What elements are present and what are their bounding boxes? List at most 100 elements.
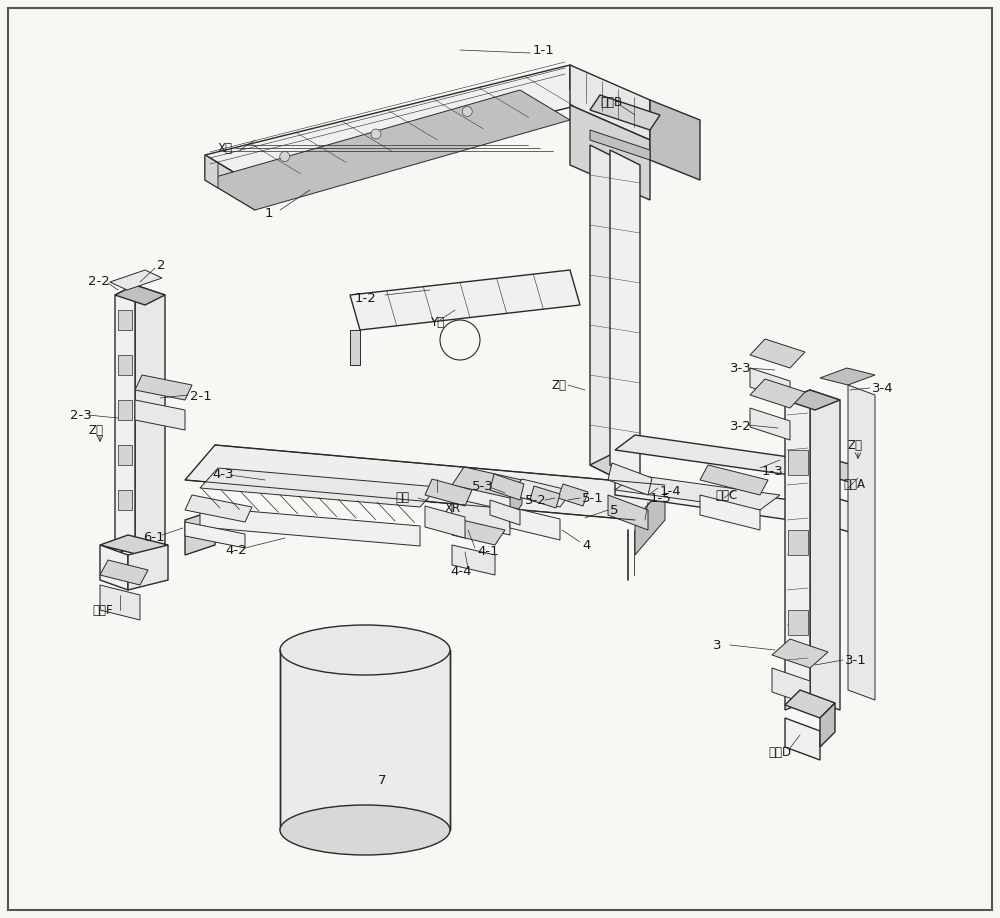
Polygon shape <box>118 400 132 420</box>
Text: 电机B: 电机B <box>600 95 622 108</box>
Polygon shape <box>205 65 620 185</box>
Text: 2-3: 2-3 <box>70 409 92 421</box>
Polygon shape <box>790 460 810 495</box>
Circle shape <box>371 129 381 139</box>
Text: 4-1: 4-1 <box>477 544 499 557</box>
Text: 电机A: 电机A <box>843 477 865 490</box>
Polygon shape <box>118 355 132 375</box>
Text: 5-1: 5-1 <box>582 491 604 505</box>
Text: 1-4: 1-4 <box>660 485 682 498</box>
Polygon shape <box>615 475 780 510</box>
Text: 3-3: 3-3 <box>730 362 752 375</box>
Polygon shape <box>118 490 132 510</box>
Text: 5-3: 5-3 <box>472 479 494 492</box>
Polygon shape <box>750 379 805 408</box>
Polygon shape <box>820 368 875 385</box>
Text: 4-3: 4-3 <box>212 467 234 480</box>
Polygon shape <box>115 285 165 305</box>
Polygon shape <box>452 520 505 545</box>
Text: 电机D: 电机D <box>768 745 791 758</box>
Text: 4-2: 4-2 <box>225 543 247 556</box>
Polygon shape <box>100 545 128 590</box>
Polygon shape <box>788 530 808 555</box>
Circle shape <box>280 151 290 162</box>
Text: X向: X向 <box>218 141 233 154</box>
Polygon shape <box>750 368 790 400</box>
Text: 1-5: 1-5 <box>650 491 672 505</box>
Text: 2-1: 2-1 <box>190 389 212 402</box>
Polygon shape <box>490 500 520 525</box>
Text: Y向: Y向 <box>430 316 444 329</box>
Polygon shape <box>570 65 620 120</box>
Polygon shape <box>610 150 640 480</box>
Polygon shape <box>185 522 245 548</box>
Polygon shape <box>700 465 768 495</box>
Polygon shape <box>425 479 472 506</box>
Polygon shape <box>615 435 810 475</box>
Polygon shape <box>135 285 165 555</box>
Polygon shape <box>350 270 580 330</box>
Text: 4: 4 <box>582 539 590 552</box>
Polygon shape <box>510 507 560 540</box>
Text: 3-2: 3-2 <box>730 420 752 432</box>
Polygon shape <box>790 450 870 485</box>
Polygon shape <box>790 485 860 535</box>
Polygon shape <box>530 486 560 508</box>
Polygon shape <box>452 545 495 575</box>
Text: Z向: Z向 <box>88 423 103 436</box>
Polygon shape <box>205 155 255 210</box>
Polygon shape <box>700 495 760 530</box>
Polygon shape <box>425 506 465 538</box>
Text: 3-1: 3-1 <box>845 654 867 666</box>
Text: 6-1: 6-1 <box>143 531 165 543</box>
Polygon shape <box>650 100 700 180</box>
Polygon shape <box>490 474 524 500</box>
Polygon shape <box>115 285 135 555</box>
Text: 3: 3 <box>713 639 722 652</box>
Text: 1-2: 1-2 <box>355 292 377 305</box>
Polygon shape <box>590 145 620 480</box>
Polygon shape <box>100 535 168 555</box>
Polygon shape <box>350 330 360 365</box>
Polygon shape <box>185 510 215 555</box>
Polygon shape <box>635 485 665 555</box>
Polygon shape <box>590 455 640 480</box>
Polygon shape <box>452 467 522 498</box>
Text: XR: XR <box>445 501 461 514</box>
Polygon shape <box>135 400 185 430</box>
Polygon shape <box>570 65 650 140</box>
Polygon shape <box>750 339 805 368</box>
Polygon shape <box>785 718 820 760</box>
Text: 电机: 电机 <box>395 490 409 503</box>
Polygon shape <box>848 385 875 700</box>
Polygon shape <box>772 668 810 705</box>
Polygon shape <box>820 703 835 747</box>
Polygon shape <box>615 475 790 520</box>
Text: 2: 2 <box>157 259 166 272</box>
Polygon shape <box>608 463 652 495</box>
Polygon shape <box>200 468 438 507</box>
Polygon shape <box>280 650 450 830</box>
Polygon shape <box>608 495 648 530</box>
Polygon shape <box>750 408 790 440</box>
Text: 3-4: 3-4 <box>872 382 894 395</box>
Text: Z向: Z向 <box>848 439 863 452</box>
Polygon shape <box>128 545 168 590</box>
Polygon shape <box>810 390 840 710</box>
Text: 1: 1 <box>265 207 274 219</box>
Polygon shape <box>785 690 835 718</box>
Polygon shape <box>772 639 828 668</box>
Text: 1-1: 1-1 <box>533 43 555 57</box>
Polygon shape <box>452 498 510 535</box>
Polygon shape <box>860 470 870 515</box>
Text: 2-2: 2-2 <box>88 274 110 287</box>
Polygon shape <box>788 450 808 475</box>
Text: 5-2: 5-2 <box>525 494 547 507</box>
Text: 4-4: 4-4 <box>450 565 472 577</box>
Ellipse shape <box>280 805 450 855</box>
Text: 7: 7 <box>378 774 387 787</box>
Text: 5: 5 <box>610 503 618 517</box>
Polygon shape <box>510 480 522 522</box>
Polygon shape <box>788 610 808 635</box>
Text: Z向: Z向 <box>552 378 567 391</box>
